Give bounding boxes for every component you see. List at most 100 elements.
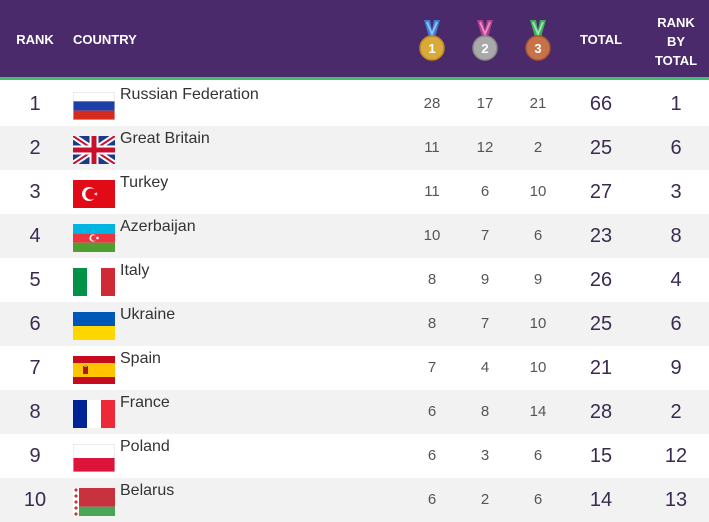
silver-count: 17: [476, 95, 494, 112]
russia-flag-icon: [73, 92, 115, 120]
silver-medal-digit: 2: [481, 41, 488, 56]
silver-count: 9: [480, 271, 490, 288]
rank-cell: 9: [29, 445, 41, 467]
total-count: 25: [589, 313, 613, 335]
rank-cell: 5: [29, 269, 41, 291]
table-row[interactable]: 1 Russian Federation 28 17 21 66 1: [0, 82, 709, 126]
turkey-flag-icon: [73, 180, 115, 208]
gold-medal-digit: 1: [428, 41, 435, 56]
uk-flag-icon: [73, 136, 115, 164]
bronze-count: 6: [533, 227, 543, 244]
table-row[interactable]: 4 Azerbaijan 10 7 6 23 8: [0, 214, 709, 258]
rank-by-total-line3: TOTAL: [654, 53, 698, 68]
table-row[interactable]: 7 Spain 7 4 10 21 9: [0, 346, 709, 390]
gold-count: 7: [427, 359, 437, 376]
country-name[interactable]: Spain: [120, 350, 161, 367]
silver-count: 3: [480, 447, 490, 464]
silver-count: 6: [480, 183, 490, 200]
total-count: 21: [589, 357, 613, 379]
silver-count: 8: [480, 403, 490, 420]
gold-count: 28: [423, 95, 441, 112]
gold-count: 8: [427, 271, 437, 288]
total-count: 28: [589, 401, 613, 423]
italy-flag-icon: [73, 268, 115, 296]
rank-by-total: 6: [670, 137, 682, 159]
bronze-count: 9: [533, 271, 543, 288]
gold-count: 6: [427, 491, 437, 508]
rank-by-total: 1: [670, 93, 682, 115]
gold-count: 8: [427, 315, 437, 332]
bronze-count: 6: [533, 447, 543, 464]
silver-count: 12: [476, 139, 494, 156]
total-count: 15: [589, 445, 613, 467]
rank-cell: 10: [23, 489, 47, 511]
table-row[interactable]: 5 Italy 8 9 9 26 4: [0, 258, 709, 302]
rank-by-total: 6: [670, 313, 682, 335]
gold-count: 11: [424, 183, 440, 200]
rank-cell: 3: [29, 181, 41, 203]
country-column-header[interactable]: COUNTRY: [73, 32, 137, 47]
rank-cell: 4: [29, 225, 41, 247]
table-row[interactable]: 3 Turkey 11 6 10 27 3: [0, 170, 709, 214]
country-name[interactable]: France: [120, 394, 170, 411]
rank-by-total: 9: [670, 357, 682, 379]
bronze-count: 2: [533, 139, 543, 156]
silver-count: 7: [480, 315, 490, 332]
bronze-count: 10: [529, 315, 547, 332]
country-name[interactable]: Great Britain: [120, 130, 210, 147]
silver-count: 7: [480, 227, 490, 244]
bronze-medal-digit: 3: [534, 41, 541, 56]
rank-by-total: 13: [664, 489, 688, 511]
rank-cell: 7: [29, 357, 41, 379]
rank-by-total-line1: RANK: [657, 15, 695, 30]
country-name[interactable]: Turkey: [120, 174, 169, 191]
rank-by-total: 4: [670, 269, 682, 291]
rank-by-total-line2: BY: [666, 34, 686, 49]
country-name[interactable]: Italy: [120, 262, 150, 279]
bronze-medal-icon[interactable]: 3: [525, 20, 551, 62]
bronze-count: 10: [529, 359, 547, 376]
rank-cell: 6: [29, 313, 41, 335]
table-row[interactable]: 8 France 6 8 14 28 2: [0, 390, 709, 434]
silver-count: 4: [480, 359, 490, 376]
rank-cell: 8: [29, 401, 41, 423]
country-name[interactable]: Poland: [120, 438, 170, 455]
azerbaijan-flag-icon: [73, 224, 115, 252]
total-count: 14: [589, 489, 613, 511]
table-row[interactable]: 6 Ukraine 8 7 10 25 6: [0, 302, 709, 346]
country-name[interactable]: Russian Federation: [120, 86, 259, 103]
table-row[interactable]: 9 Poland 6 3 6 15 12: [0, 434, 709, 478]
rank-column-header[interactable]: RANK: [16, 32, 54, 47]
gold-medal-icon[interactable]: 1: [419, 20, 445, 62]
spain-flag-icon: [73, 356, 115, 384]
rank-by-total: 8: [670, 225, 682, 247]
total-count: 27: [589, 181, 613, 203]
table-row[interactable]: 2 Great Britain 11 12 2 25 6: [0, 126, 709, 170]
total-column-header[interactable]: TOTAL: [579, 32, 623, 47]
total-count: 26: [589, 269, 613, 291]
gold-count: 6: [427, 403, 437, 420]
bronze-count: 14: [529, 403, 547, 420]
header-accent-bar: [0, 77, 709, 80]
country-name[interactable]: Belarus: [120, 482, 175, 499]
poland-flag-icon: [73, 444, 115, 472]
bronze-count: 6: [533, 491, 543, 508]
rank-by-total-column-header[interactable]: RANK BY TOTAL: [645, 13, 707, 70]
silver-medal-icon[interactable]: 2: [472, 20, 498, 62]
total-count: 23: [589, 225, 613, 247]
bronze-count: 10: [529, 183, 547, 200]
country-name[interactable]: Azerbaijan: [120, 218, 196, 235]
france-flag-icon: [73, 400, 115, 428]
rank-cell: 1: [29, 93, 41, 115]
table-header: RANK COUNTRY 1 2 3: [0, 0, 709, 80]
silver-count: 2: [480, 491, 490, 508]
table-row[interactable]: 10 Belarus 6 2 6 14 13: [0, 478, 709, 522]
country-name[interactable]: Ukraine: [120, 306, 176, 323]
total-count: 66: [589, 93, 613, 115]
rank-by-total: 2: [670, 401, 682, 423]
gold-count: 6: [427, 447, 437, 464]
gold-count: 10: [423, 227, 441, 244]
rank-cell: 2: [29, 137, 41, 159]
rank-by-total: 3: [670, 181, 682, 203]
belarus-flag-icon: [73, 488, 115, 516]
